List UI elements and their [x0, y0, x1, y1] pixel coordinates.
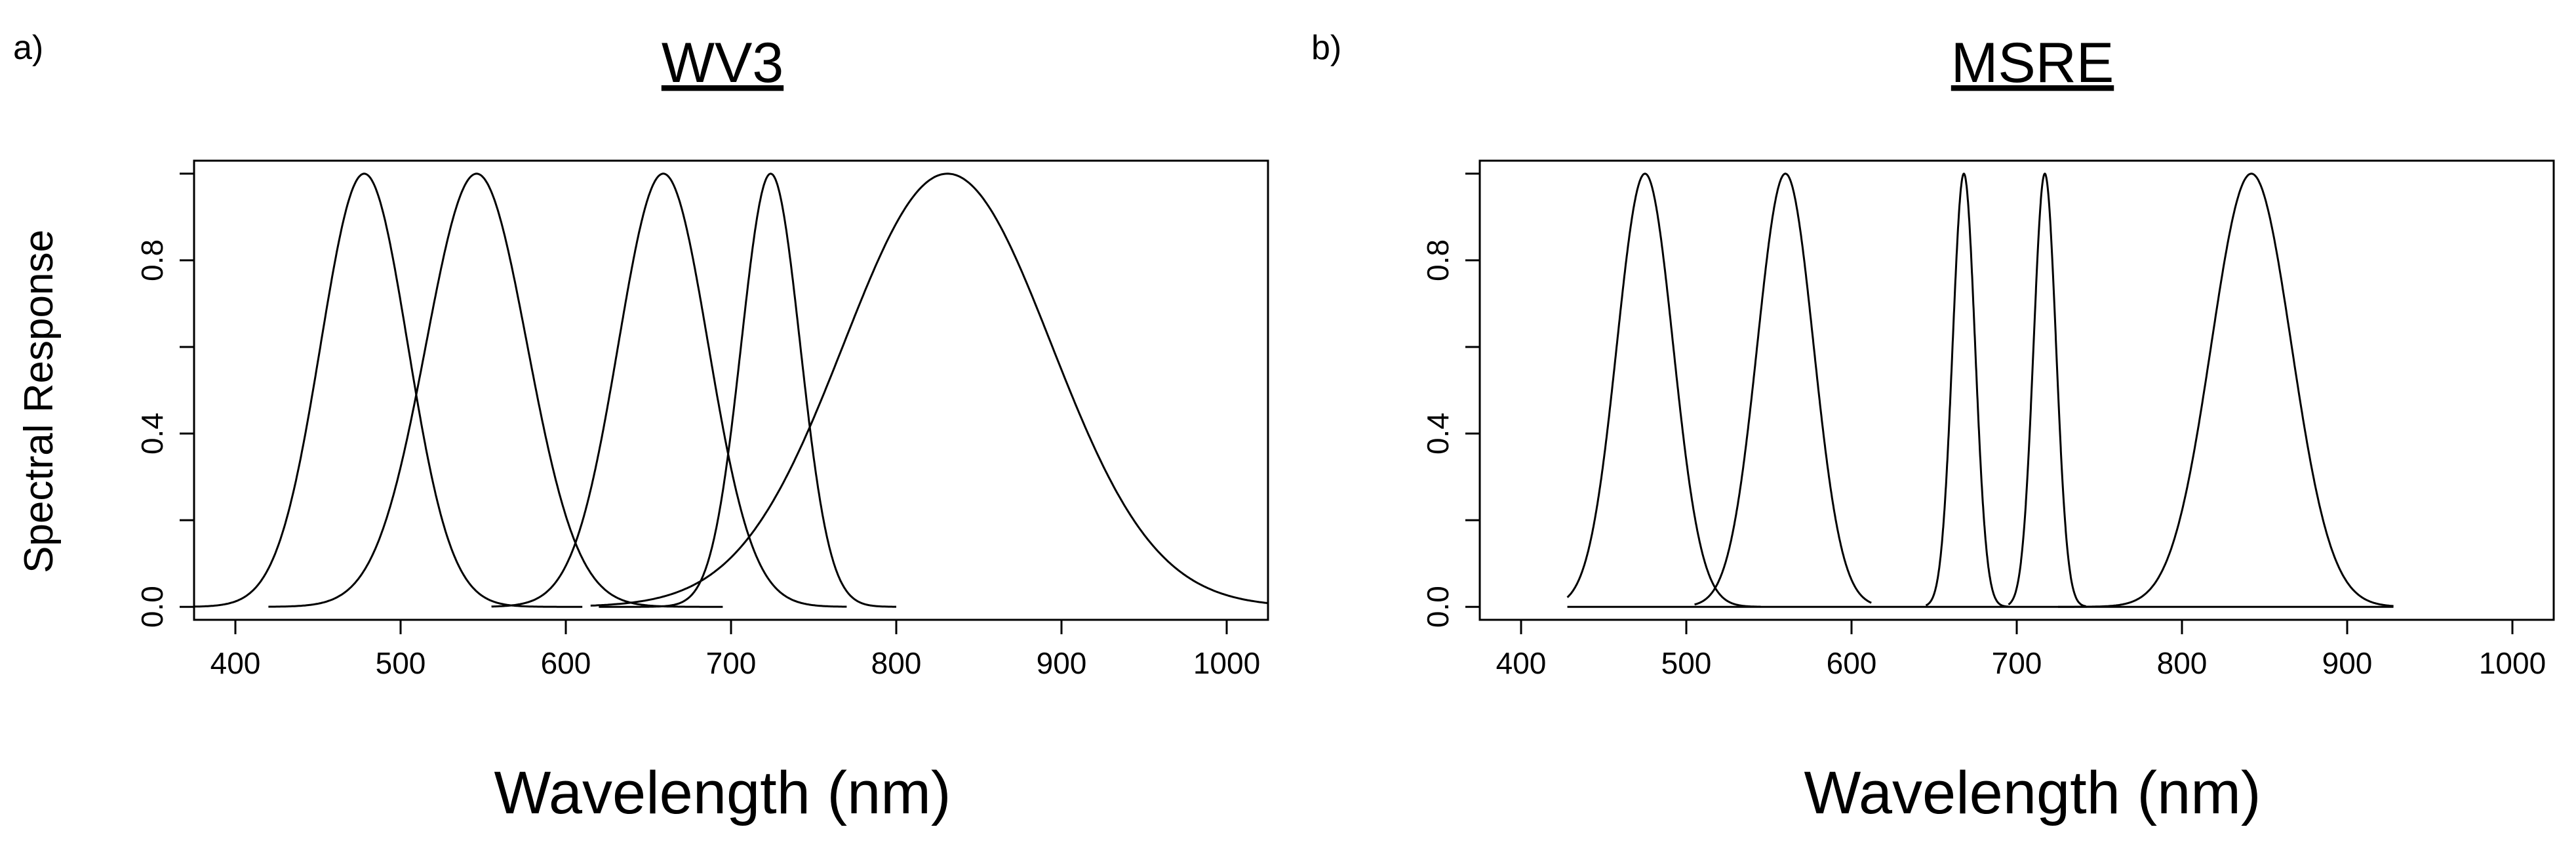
panel-b-x-axis-title: Wavelength (nm) [1804, 760, 2261, 826]
panel-a-x-tick-label: 800 [871, 646, 922, 680]
panel-a-series-band-3 [491, 172, 847, 608]
panel-a-y-tick-label: 0.0 [135, 586, 169, 628]
panel-b-y-tick-label: 0.8 [1421, 239, 1455, 281]
panel-b-y-tick-label: 0.4 [1421, 413, 1455, 455]
panel-a-x-axis: 400 500 600 700 800 900 1000 [210, 620, 1260, 680]
panel-b-x-tick-label: 500 [1661, 646, 1712, 680]
panel-a-x-axis-title: Wavelength (nm) [494, 760, 951, 826]
panel-b-series-band-1 [1566, 172, 1761, 608]
panel-a-y-tick-label: 0.4 [135, 413, 169, 455]
panel-a: a) WV3 Spectral Response Wavelength (nm)… [13, 29, 1269, 826]
panel-b-x-tick-label: 1000 [2479, 646, 2546, 680]
panel-b-title: MSRE [1951, 31, 2114, 94]
panel-b-x-tick-label: 900 [2322, 646, 2373, 680]
panel-a-x-tick-label: 600 [541, 646, 591, 680]
panel-a-series-band-5 [590, 172, 1269, 607]
panel-a-x-tick-label: 700 [706, 646, 757, 680]
panel-b-series-band-4 [2008, 172, 2086, 607]
panel-a-label: a) [13, 29, 43, 67]
panel-a-x-tick-label: 500 [376, 646, 426, 680]
panel-a-series-band-4 [599, 172, 896, 608]
panel-b-x-tick-label: 700 [1992, 646, 2042, 680]
panel-b-x-tick-label: 600 [1827, 646, 1877, 680]
panel-a-title: WV3 [662, 31, 783, 94]
panel-a-y-tick-label: 0.8 [135, 239, 169, 281]
panel-a-series-band-1 [193, 172, 583, 608]
panel-b-plot-frame [1478, 159, 2555, 621]
panel-b: b) MSRE Wavelength (nm) 400 500 600 700 800 9… [1311, 29, 2555, 826]
panel-a-x-tick-label: 1000 [1193, 646, 1260, 680]
panel-a-plot-frame [193, 159, 1269, 621]
panel-b-label: b) [1311, 29, 1341, 67]
panel-a-x-tick-label: 400 [210, 646, 261, 680]
panel-b-x-axis: 400 500 600 700 800 900 1000 [1496, 620, 2546, 680]
panel-a-series-group [193, 172, 1269, 608]
panel-b-x-tick-label: 400 [1496, 646, 1547, 680]
panel-a-y-axis: 0.0 0.4 0.8 [135, 172, 194, 628]
panel-b-x-tick-label: 800 [2157, 646, 2208, 680]
panel-b-series-band-5 [2058, 172, 2394, 608]
panel-b-series-band-2 [1694, 172, 1872, 606]
panel-b-series-band-3 [1925, 172, 2009, 608]
panel-a-y-axis-title: Spectral Response [16, 230, 62, 573]
panel-b-series-group [1566, 172, 2394, 608]
panel-b-y-axis: 0.0 0.4 0.8 [1421, 172, 1480, 628]
panel-a-x-tick-label: 900 [1037, 646, 1087, 680]
panel-a-series-band-2 [268, 172, 723, 608]
panel-b-y-tick-label: 0.0 [1421, 586, 1455, 628]
